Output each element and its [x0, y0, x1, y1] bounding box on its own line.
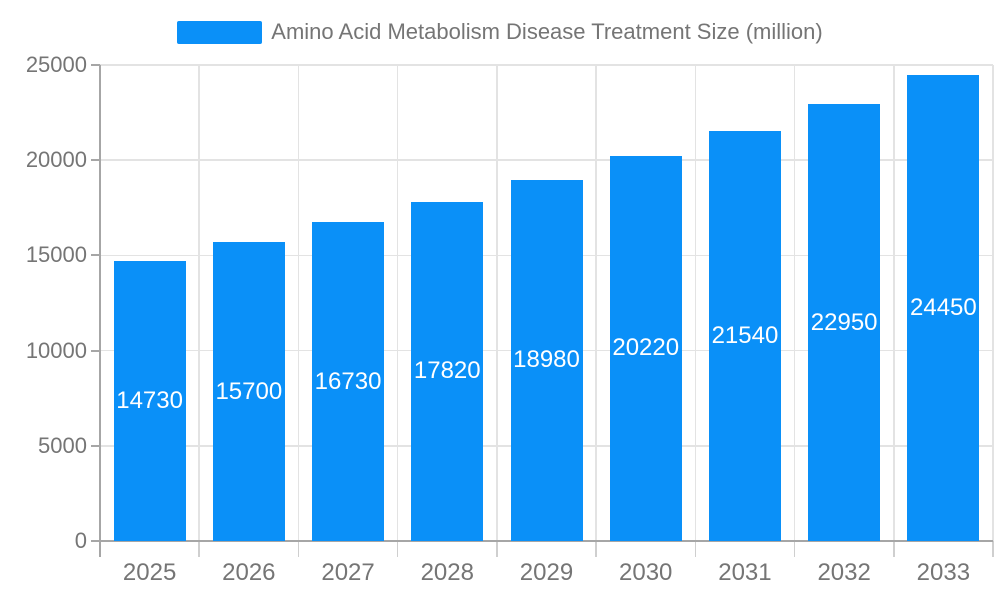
bar-2032: 22950 [808, 104, 881, 541]
x-gridline [694, 65, 697, 541]
x-axis-tick-label-2028: 2028 [420, 559, 474, 586]
x-gridline [893, 65, 895, 541]
x-gridline [595, 65, 597, 541]
x-axis-tick-label-2027: 2027 [321, 559, 375, 586]
y-axis-tick-label: 25000 [25, 52, 87, 77]
y-axis-tick-label: 0 [74, 528, 87, 553]
bar-2029: 18980 [510, 179, 583, 541]
x-axis-tick [893, 541, 895, 557]
x-axis-tick [297, 541, 300, 557]
y-axis-line [99, 65, 101, 557]
x-axis-tick [694, 541, 697, 557]
x-gridline [793, 65, 796, 541]
bar-value-label-2030: 20220 [612, 334, 680, 362]
x-gridline [496, 65, 498, 541]
y-gridline [100, 159, 993, 161]
x-axis-tick-label-2026: 2026 [222, 559, 276, 586]
y-axis-tick-label: 20000 [25, 147, 87, 173]
x-gridline [992, 65, 994, 541]
y-axis-tick-label: 5000 [38, 432, 87, 458]
legend-series-label: Amino Acid Metabolism Disease Treatment … [271, 19, 823, 44]
bar-value-label-2033: 24450 [910, 294, 977, 322]
x-gridline [198, 65, 200, 541]
bar-2033: 24450 [907, 75, 980, 541]
x-axis-tick [595, 541, 597, 557]
bar-value-label-2031: 21540 [711, 321, 779, 349]
x-axis-tick [992, 541, 994, 557]
bar-2025: 14730 [113, 260, 186, 541]
y-axis-tick-label: 15000 [25, 242, 87, 268]
bar-2028: 17820 [411, 201, 484, 541]
bar-2031: 21540 [708, 130, 781, 541]
bar-2026: 15700 [212, 242, 285, 541]
y-axis-tick [91, 64, 100, 66]
x-axis-tick [198, 541, 200, 557]
legend-item[interactable]: Amino Acid Metabolism Disease Treatment … [0, 18, 1000, 46]
bar-2030: 20220 [609, 156, 682, 541]
y-axis-tick-label: 10000 [25, 337, 87, 363]
legend-color-swatch-icon [177, 20, 263, 44]
x-gridline [396, 65, 399, 541]
x-axis-tick-label-2032: 2032 [817, 559, 871, 586]
x-axis-tick [396, 541, 399, 557]
x-axis-tick-label-2031: 2031 [718, 559, 772, 586]
x-axis-tick-label-2025: 2025 [122, 559, 177, 586]
y-axis-tick [91, 254, 100, 257]
bar-value-label-2028: 17820 [413, 357, 481, 385]
x-axis-tick-label-2030: 2030 [619, 559, 673, 586]
x-axis-tick-label-2033: 2033 [916, 559, 971, 586]
y-axis-tick [91, 444, 100, 447]
x-axis-tick [496, 541, 498, 557]
bar-value-label-2026: 15700 [215, 377, 283, 405]
y-axis-tick [91, 349, 100, 352]
x-axis-line [100, 540, 993, 542]
bar-value-label-2027: 16730 [314, 367, 382, 395]
bar-value-label-2029: 18980 [513, 346, 580, 374]
bar-value-label-2025: 14730 [116, 386, 183, 414]
bar-2027: 16730 [312, 222, 385, 541]
y-axis-tick [91, 540, 100, 542]
y-axis-tick [91, 159, 100, 162]
x-gridline [297, 65, 300, 541]
x-axis-tick-label-2029: 2029 [519, 559, 574, 586]
y-gridline [100, 64, 993, 66]
bar-value-label-2032: 22950 [810, 308, 878, 336]
x-axis-tick [793, 541, 796, 557]
